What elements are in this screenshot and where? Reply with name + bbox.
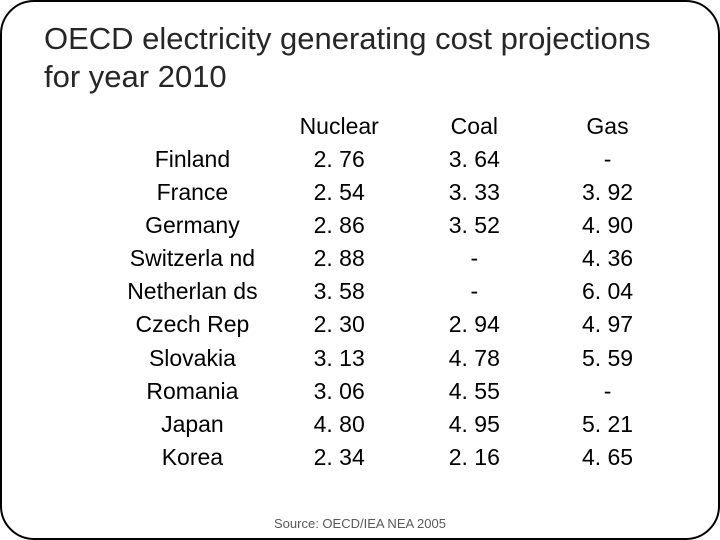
cell: 2. 54 bbox=[271, 176, 408, 209]
cell: 3. 58 bbox=[271, 275, 408, 308]
cell: 4. 65 bbox=[541, 441, 674, 474]
cell: 6. 04 bbox=[541, 275, 674, 308]
row-label: Germany bbox=[114, 209, 271, 242]
row-label: Romania bbox=[114, 375, 271, 408]
cell: 3. 52 bbox=[408, 209, 541, 242]
table-row: Switzerla nd 2. 88 - 4. 36 bbox=[114, 242, 674, 275]
row-label: Slovakia bbox=[114, 342, 271, 375]
table-row: Netherlan ds 3. 58 - 6. 04 bbox=[114, 275, 674, 308]
cell: 4. 97 bbox=[541, 308, 674, 341]
table-row: Romania 3. 06 4. 55 - bbox=[114, 375, 674, 408]
table-row: Finland 2. 76 3. 64 - bbox=[114, 143, 674, 176]
cell: 5. 59 bbox=[541, 342, 674, 375]
table-row: Slovakia 3. 13 4. 78 5. 59 bbox=[114, 342, 674, 375]
cell: 3. 64 bbox=[408, 143, 541, 176]
cell: - bbox=[408, 275, 541, 308]
cell: 3. 06 bbox=[271, 375, 408, 408]
table-row: Germany 2. 86 3. 52 4. 90 bbox=[114, 209, 674, 242]
table-header-row: Nuclear Coal Gas bbox=[114, 110, 674, 143]
cost-table: Nuclear Coal Gas Finland 2. 76 3. 64 - F… bbox=[114, 110, 674, 474]
table-row: Japan 4. 80 4. 95 5. 21 bbox=[114, 408, 674, 441]
cell: - bbox=[408, 242, 541, 275]
cell: 4. 36 bbox=[541, 242, 674, 275]
cell: - bbox=[541, 143, 674, 176]
cell: 3. 92 bbox=[541, 176, 674, 209]
cell: 2. 30 bbox=[271, 308, 408, 341]
cell: 2. 16 bbox=[408, 441, 541, 474]
row-label: Japan bbox=[114, 408, 271, 441]
cell: 3. 33 bbox=[408, 176, 541, 209]
cell: 4. 95 bbox=[408, 408, 541, 441]
cell: 4. 80 bbox=[271, 408, 408, 441]
cell: 4. 90 bbox=[541, 209, 674, 242]
table-row: Korea 2. 34 2. 16 4. 65 bbox=[114, 441, 674, 474]
row-label: Finland bbox=[114, 143, 271, 176]
row-label: Czech Rep bbox=[114, 308, 271, 341]
source-caption: Source: OECD/IEA NEA 2005 bbox=[2, 516, 718, 531]
cell: 2. 94 bbox=[408, 308, 541, 341]
table-row: France 2. 54 3. 33 3. 92 bbox=[114, 176, 674, 209]
cell: 4. 55 bbox=[408, 375, 541, 408]
cell: 2. 88 bbox=[271, 242, 408, 275]
slide-title: OECD electricity generating cost project… bbox=[44, 20, 688, 96]
cell: 2. 86 bbox=[271, 209, 408, 242]
cell: 2. 76 bbox=[271, 143, 408, 176]
cell: 3. 13 bbox=[271, 342, 408, 375]
cell: 2. 34 bbox=[271, 441, 408, 474]
row-label: France bbox=[114, 176, 271, 209]
row-label: Korea bbox=[114, 441, 271, 474]
header-gas: Gas bbox=[541, 110, 674, 143]
header-nuclear: Nuclear bbox=[271, 110, 408, 143]
row-label: Netherlan ds bbox=[114, 275, 271, 308]
header-blank bbox=[114, 110, 271, 143]
cell: 4. 78 bbox=[408, 342, 541, 375]
table-row: Czech Rep 2. 30 2. 94 4. 97 bbox=[114, 308, 674, 341]
cell: - bbox=[541, 375, 674, 408]
row-label: Switzerla nd bbox=[114, 242, 271, 275]
cell: 5. 21 bbox=[541, 408, 674, 441]
table-body: Finland 2. 76 3. 64 - France 2. 54 3. 33… bbox=[114, 143, 674, 474]
slide-frame: OECD electricity generating cost project… bbox=[0, 0, 720, 540]
header-coal: Coal bbox=[408, 110, 541, 143]
